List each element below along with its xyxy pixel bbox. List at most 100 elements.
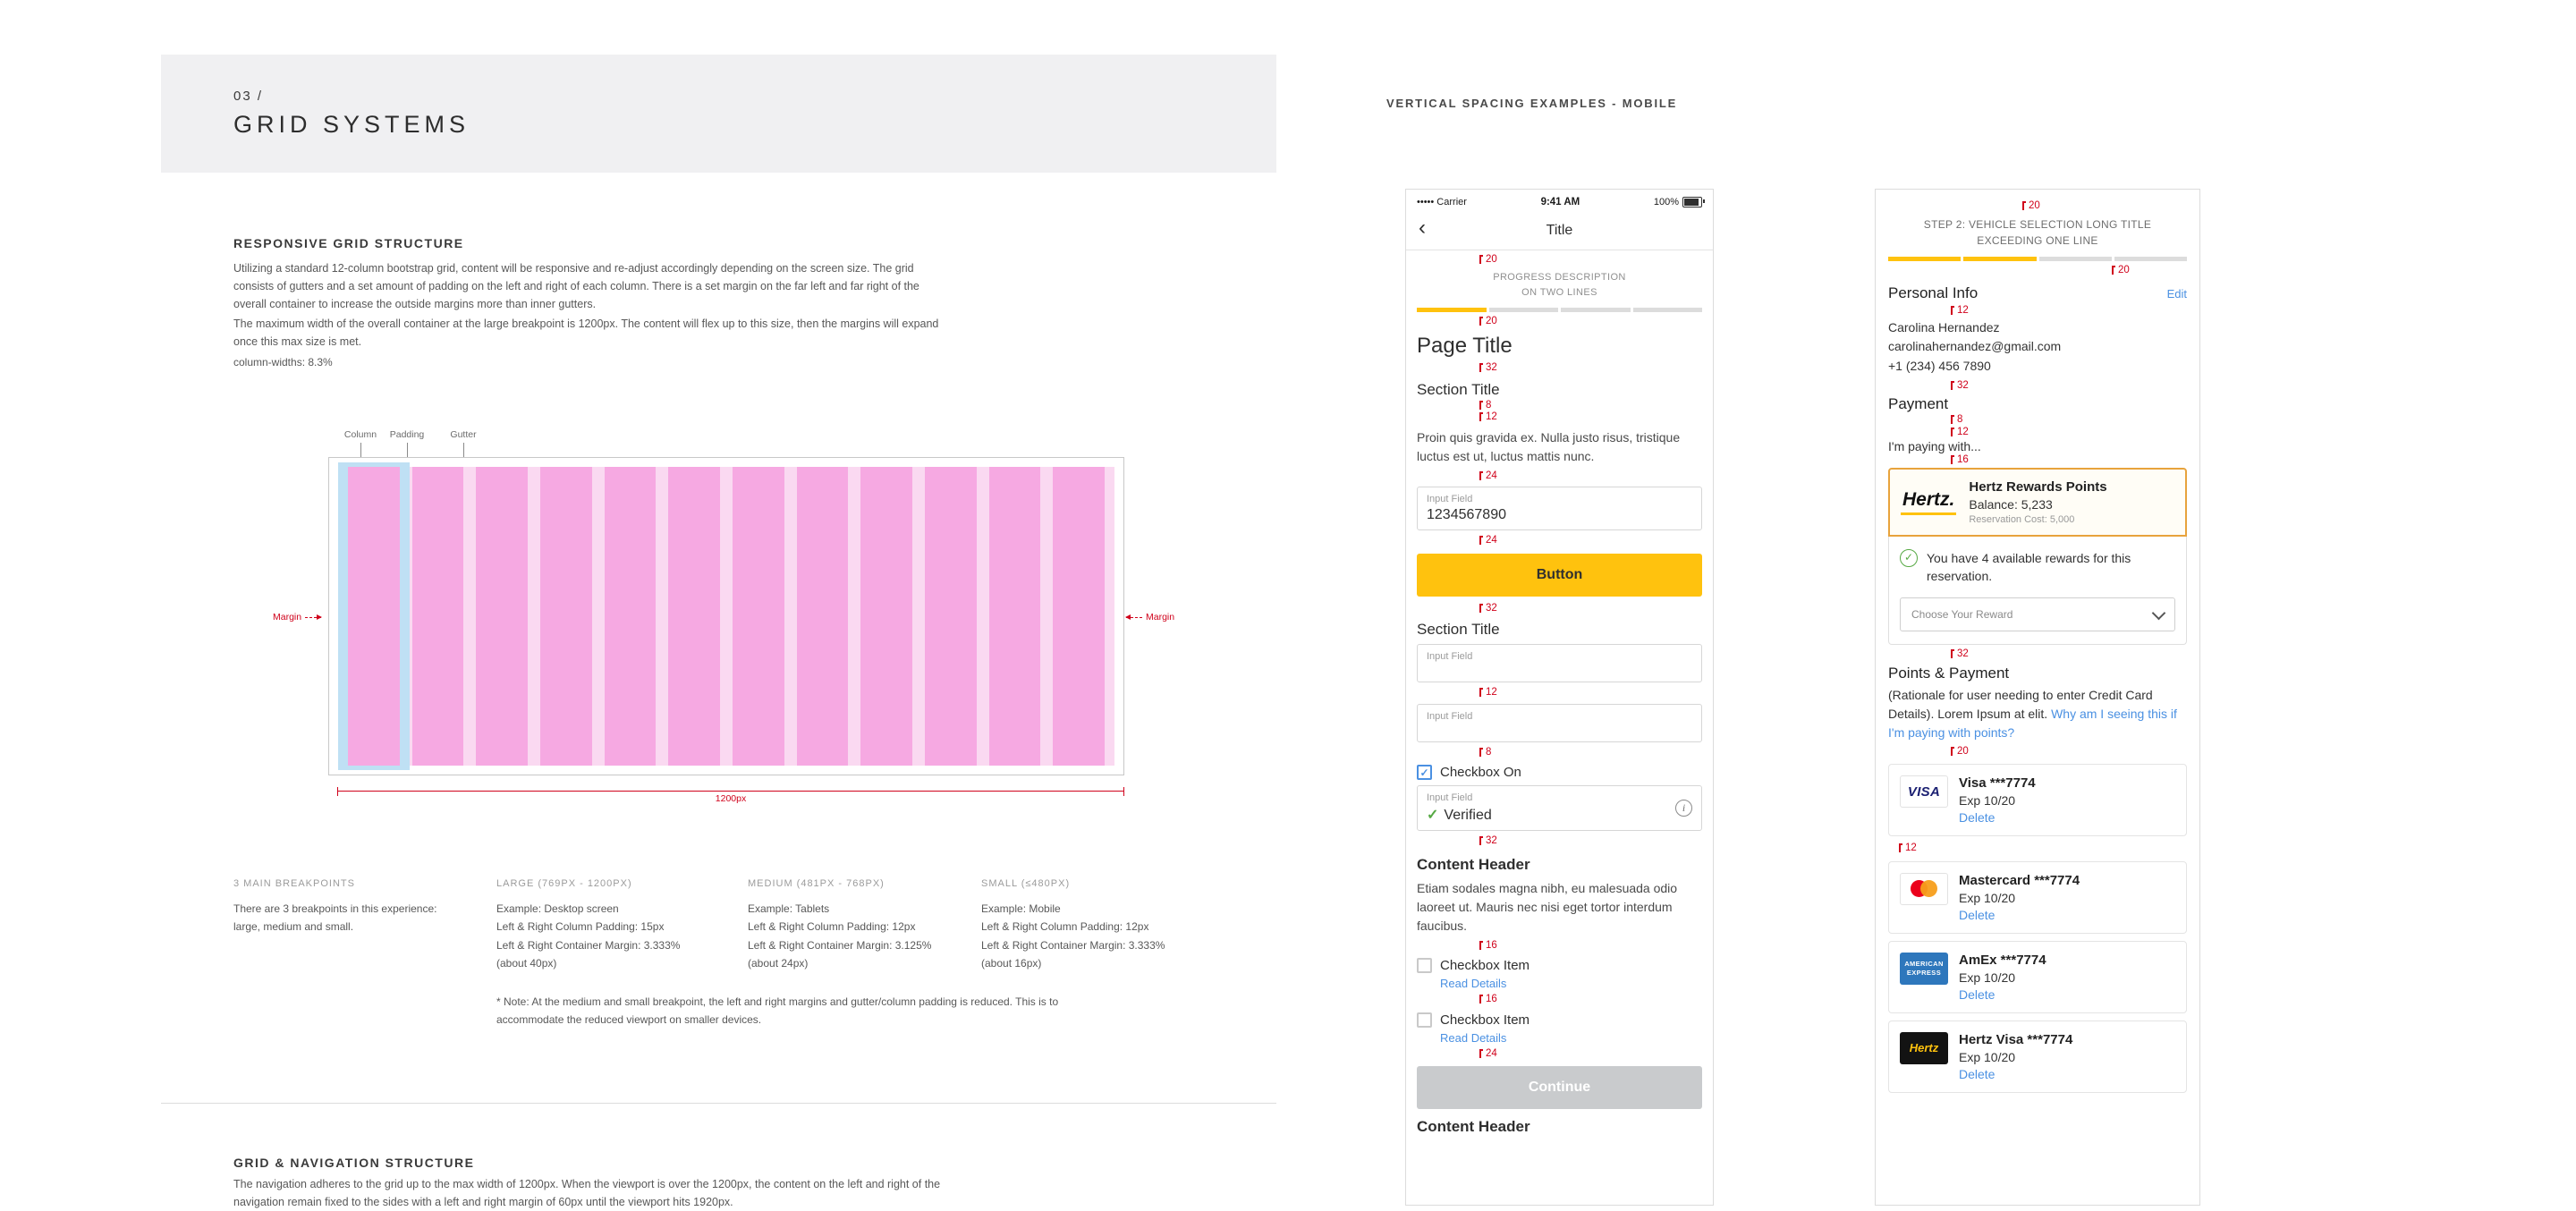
- spacing-annotation: 12: [1899, 843, 2187, 854]
- spacing-tick-icon: [1479, 470, 1483, 480]
- spacing-annotation: 20: [1479, 254, 1702, 266]
- input-value: 1234567890: [1427, 507, 1506, 523]
- rewards-title: Hertz Rewards Points: [1969, 478, 2107, 495]
- verified-value: ✓ Verified: [1427, 806, 1492, 824]
- grid-column: [411, 467, 464, 766]
- read-details-link-1[interactable]: Read Details: [1440, 977, 1507, 991]
- breakpoint-line: Example: Mobile: [981, 902, 1061, 915]
- input-field-empty-1[interactable]: Input Field: [1417, 644, 1702, 683]
- vertical-spacing-heading: VERTICAL SPACING EXAMPLES - MOBILE: [1386, 97, 1678, 110]
- battery-icon: [1682, 197, 1705, 207]
- spacing-tick-icon: [1479, 747, 1483, 757]
- spacing-tick-icon: [1479, 400, 1483, 410]
- breakpoint-line: Left & Right Column Padding: 12px: [981, 920, 1149, 934]
- rewards-message-row: ✓ You have 4 available rewards for this …: [1900, 548, 2175, 586]
- visa-logo: VISA: [1900, 775, 1948, 809]
- mobile-mockup-1: ••••• Carrier 9:41 AM 100% ‹ Title 20 PR…: [1405, 189, 1714, 1206]
- content-header-2: Content Header: [1417, 1118, 1530, 1136]
- breakpoint-large-heading: LARGE (769PX - 1200PX): [496, 878, 632, 889]
- grid-container-box: [328, 457, 1124, 775]
- spacing-tick-icon: [1479, 836, 1483, 846]
- grid-column: [988, 467, 1041, 766]
- card-exp: Exp 10/20: [1959, 793, 2016, 809]
- column-widths-note: column-widths: 8.3%: [233, 356, 333, 368]
- hertz-card-logo: Hertz: [1900, 1031, 1948, 1064]
- breakpoint-line: Left & Right Container Margin: 3.125%: [748, 938, 932, 952]
- progress-segment-active: [1888, 256, 1962, 261]
- breakpoint-medium-heading: MEDIUM (481PX - 768PX): [748, 878, 885, 889]
- grid-columns-strip: [338, 462, 1114, 770]
- edit-link[interactable]: Edit: [2166, 287, 2187, 301]
- info-icon[interactable]: i: [1675, 800, 1692, 817]
- margin-arrow-left-icon: [1125, 614, 1142, 620]
- continue-button-disabled[interactable]: Continue: [1417, 1066, 1702, 1110]
- breakpoint-line: Left & Right Column Padding: 12px: [748, 920, 916, 934]
- delete-link[interactable]: Delete: [1959, 810, 1996, 826]
- margin-annotation-left: Margin: [273, 612, 326, 622]
- contact-phone: +1 (234) 456 7890: [1888, 359, 1991, 374]
- card-name: Visa ***7774: [1959, 775, 2036, 792]
- progress-segment-active: [1963, 256, 2037, 261]
- margin-annotation-right: Margin: [1125, 612, 1183, 622]
- gutter-pointer-line: [463, 443, 464, 457]
- spacing-annotation: 20: [2112, 265, 2187, 276]
- personal-info-row: Personal Info Edit: [1888, 281, 2187, 304]
- checkbox-unchecked-icon[interactable]: [1417, 958, 1432, 974]
- checkbox-on-row[interactable]: ✓ Checkbox On: [1417, 765, 1702, 781]
- checkbox-checked-icon[interactable]: ✓: [1417, 765, 1432, 781]
- breakpoint-line: (about 16px): [981, 957, 1042, 970]
- content-header-1: Content Header: [1417, 855, 1530, 873]
- saved-card-visa: VISA Visa ***7774 Exp 10/20 Delete: [1888, 764, 2187, 837]
- choose-reward-dropdown[interactable]: Choose Your Reward: [1900, 597, 2175, 632]
- spacing-annotation: 24: [1479, 470, 1702, 482]
- section-divider: [161, 1103, 1276, 1104]
- read-details-link-2[interactable]: Read Details: [1440, 1030, 1507, 1045]
- spacing-tick-icon: [1479, 255, 1483, 264]
- breakpoints-line: There are 3 breakpoints in this experien…: [233, 902, 437, 915]
- delete-link[interactable]: Delete: [1959, 987, 1996, 1002]
- grid-navigation-heading: GRID & NAVIGATION STRUCTURE: [233, 1156, 475, 1170]
- rewards-message: You have 4 available rewards for this re…: [1927, 550, 2131, 584]
- input-label: Input Field: [1427, 710, 1473, 722]
- spacing-annotation: 16: [1479, 995, 1702, 1005]
- spacing-tick-icon: [1479, 940, 1483, 950]
- checkbox-item-row-1[interactable]: Checkbox Item: [1417, 958, 1702, 974]
- spacing-annotation: 20: [2022, 200, 2187, 212]
- spacing-annotation: 32: [1479, 363, 1702, 374]
- step-title-line: STEP 2: VEHICLE SELECTION LONG TITLE: [1923, 217, 2152, 231]
- nav-bar: ‹ Title: [1406, 212, 1713, 250]
- spacing-annotation: 16: [1951, 455, 2187, 466]
- spacing-annotation: 12: [1479, 412, 1702, 423]
- grid-column: [733, 467, 784, 766]
- body-text-1: Proin quis gravida ex. Nulla justo risus…: [1417, 429, 1681, 463]
- breakpoint-line: Left & Right Column Padding: 15px: [496, 920, 665, 934]
- input-field-filled[interactable]: Input Field 1234567890: [1417, 487, 1702, 531]
- margin-right-label: Margin: [1146, 612, 1175, 622]
- spacing-annotation: 24: [1479, 1048, 1702, 1060]
- back-chevron-icon[interactable]: ‹: [1419, 216, 1426, 240]
- input-field-empty-2[interactable]: Input Field: [1417, 703, 1702, 742]
- rewards-card[interactable]: Hertz. Hertz Rewards Points Balance: 5,2…: [1888, 467, 2187, 537]
- rationale-text: (Rationale for user needing to enter Cre…: [1888, 686, 2187, 742]
- spacing-annotation: 20: [1479, 316, 1702, 327]
- delete-link[interactable]: Delete: [1959, 1066, 1996, 1081]
- mobile-mockup-2: 20 STEP 2: VEHICLE SELECTION LONG TITLE …: [1875, 189, 2200, 1206]
- progress-segment: [2114, 256, 2187, 261]
- amex-logo-line: EXPRESS: [1906, 968, 1942, 977]
- delete-link[interactable]: Delete: [1959, 907, 1996, 922]
- checkbox-item-row-2[interactable]: Checkbox Item: [1417, 1012, 1702, 1028]
- grid-column: [925, 467, 977, 766]
- rewards-cost: Reservation Cost: 5,000: [1969, 513, 2075, 525]
- checkbox-item-label: Checkbox Item: [1440, 1012, 1530, 1028]
- primary-button[interactable]: Button: [1417, 553, 1702, 597]
- checkbox-unchecked-icon[interactable]: [1417, 1012, 1432, 1028]
- grid-column: [540, 467, 592, 766]
- rationale-link[interactable]: Why am I seeing this if I'm paying with …: [1888, 706, 2177, 740]
- responsive-grid-paragraph-1: Utilizing a standard 12-column bootstrap…: [233, 262, 919, 310]
- breakpoint-line: Left & Right Container Margin: 3.333%: [496, 938, 681, 952]
- spacing-tick-icon: [1479, 995, 1483, 1004]
- contact-name: Carolina Hernandez: [1888, 319, 2000, 335]
- page-title: Page Title: [1417, 334, 1513, 359]
- status-bar: ••••• Carrier 9:41 AM 100%: [1406, 190, 1713, 212]
- verified-input-field[interactable]: Input Field ✓ Verified i: [1417, 785, 1702, 832]
